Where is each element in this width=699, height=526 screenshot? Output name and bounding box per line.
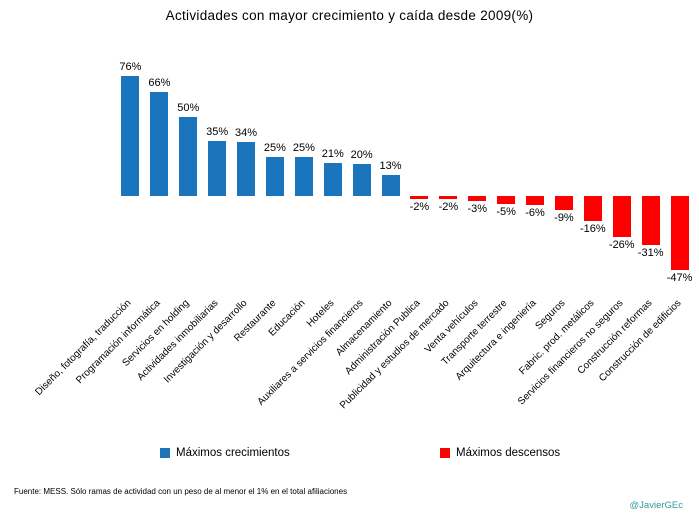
bar-negative [526, 196, 545, 206]
plot-area: 76% Diseño, fotografía, traducción 66% Prog… [34, 60, 693, 411]
value-label: -47% [666, 272, 693, 285]
value-label: 13% [379, 160, 402, 173]
bar-positive [179, 117, 198, 196]
bar-negative [439, 196, 458, 200]
bar-positive [323, 162, 342, 196]
bar-positive [208, 140, 227, 196]
value-label: 66% [148, 76, 171, 89]
bar-negative [468, 196, 487, 201]
legend-swatch-blue-icon [160, 448, 170, 458]
bar-positive [121, 75, 140, 196]
legend-item-decline: Máximos descensos [440, 447, 560, 459]
bar-negative [554, 196, 573, 211]
legend-swatch-red-icon [440, 448, 450, 458]
value-label: 20% [350, 149, 373, 162]
value-label: 25% [292, 141, 315, 154]
value-label: -16% [580, 223, 606, 236]
category-label: Construcción de edificios [596, 297, 684, 385]
bar-positive [237, 142, 256, 196]
source-note: Fuente: MESS. Sólo ramas de actividad co… [14, 487, 348, 496]
bar-negative [670, 196, 689, 271]
bar-positive [381, 175, 400, 196]
value-label: 35% [206, 125, 229, 138]
bar-negative [612, 196, 631, 238]
value-label: -2% [409, 201, 430, 214]
value-label: -5% [496, 205, 516, 218]
category-label: Construcción reformas [575, 297, 655, 377]
value-label: 34% [235, 127, 258, 140]
legend-item-growth: Máximos crecimientos [160, 447, 290, 459]
bar-positive [265, 156, 284, 196]
bar-negative [641, 196, 660, 245]
value-label: -6% [525, 207, 545, 220]
bar-negative [410, 196, 429, 200]
bar-negative [497, 196, 516, 204]
bar-positive [352, 164, 371, 196]
value-label: 50% [177, 102, 200, 114]
value-label: -31% [637, 246, 664, 259]
bar-negative [583, 196, 602, 222]
value-label: -26% [608, 239, 635, 252]
watermark: @JavierGEc [629, 500, 683, 511]
value-label: -2% [438, 201, 459, 214]
value-label: -3% [467, 202, 488, 215]
bar-positive [294, 156, 313, 196]
legend-label-decline: Máximos descensos [456, 447, 561, 459]
legend-label-growth: Máximos crecimientos [176, 447, 290, 459]
chart-title: Actividades con mayor crecimiento y caíd… [165, 8, 534, 23]
value-label: 21% [321, 147, 344, 160]
value-label: 25% [263, 141, 286, 154]
value-label: -9% [554, 212, 574, 225]
value-label: 76% [119, 60, 142, 73]
bar-positive [150, 91, 169, 196]
